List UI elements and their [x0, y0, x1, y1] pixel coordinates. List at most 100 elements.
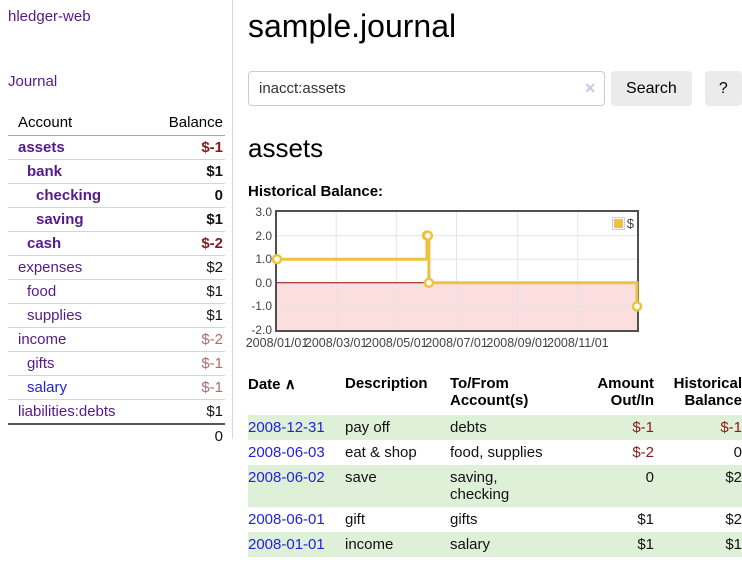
register-row: 2008-06-02 save saving, checking 0 $2 — [248, 465, 742, 507]
search-input-wrap: ✕ — [248, 71, 606, 106]
y-axis-tick-label: 1.0 — [255, 252, 272, 267]
transaction-date-link[interactable]: 2008-06-02 — [248, 469, 325, 486]
historical-balance-chart: 3.0 2.0 1.0 0.0 -1.0 -2.0 $ 2008/01/01 2008/03… — [246, 205, 742, 352]
app-title-link[interactable]: hledger-web — [8, 8, 91, 25]
chart-title: Historical Balance: — [248, 183, 384, 200]
sidebar-item-journal[interactable]: Journal — [8, 73, 58, 90]
x-axis-tick-label: 2008/11/01 — [546, 336, 609, 350]
account-link[interactable]: checking — [36, 187, 102, 204]
legend-swatch-box — [611, 217, 625, 230]
transaction-balance: $2 — [725, 469, 742, 486]
account-row: bank $1 — [8, 159, 225, 184]
account-link[interactable]: supplies — [27, 307, 83, 324]
y-axis-tick-label: 0.0 — [255, 275, 272, 290]
account-link[interactable]: food — [27, 283, 57, 300]
account-link[interactable]: saving — [36, 211, 84, 228]
transaction-balance: $-1 — [720, 419, 742, 436]
transaction-description: gift — [345, 511, 366, 528]
help-button[interactable]: ? — [704, 71, 742, 106]
account-balance: $2 — [143, 255, 225, 280]
data-point-marker — [271, 253, 283, 265]
account-link[interactable]: cash — [27, 235, 62, 252]
account-link[interactable]: bank — [27, 163, 63, 180]
account-row: expenses $2 — [8, 255, 225, 280]
account-row: checking 0 — [8, 183, 225, 208]
data-point-marker — [423, 277, 435, 289]
accounts-total: 0 — [143, 423, 225, 448]
search-form: ✕ Search ? — [248, 71, 742, 106]
x-axis-tick-label: 2008/09/01 — [486, 336, 549, 350]
register-row: 2008-01-01 income salary $1 $1 — [248, 532, 742, 557]
account-link[interactable]: expenses — [18, 259, 83, 276]
account-row: food $1 — [8, 279, 225, 304]
clear-search-icon[interactable]: ✕ — [584, 80, 597, 96]
register-table: Date ∧ Description To/From Account(s) Amoun… — [248, 373, 742, 557]
y-axis-tick-label: 3.0 — [255, 205, 272, 219]
register-column-header[interactable]: Description — [345, 375, 428, 392]
account-balance: $1 — [143, 279, 225, 304]
account-link[interactable]: salary — [27, 379, 68, 396]
transaction-accounts: debts — [450, 419, 487, 436]
chart-legend: $ — [611, 216, 634, 231]
account-row: gifts $-1 — [8, 351, 225, 376]
accounts-total-row: 0 — [8, 423, 225, 448]
account-row: saving $1 — [8, 207, 225, 232]
account-row: assets $-1 — [8, 136, 225, 160]
y-axis-tick-label: 2.0 — [255, 228, 272, 243]
account-row: liabilities:debts $1 — [8, 399, 225, 424]
account-balance: $-1 — [143, 375, 225, 400]
transaction-accounts: saving, checking — [450, 469, 510, 503]
transaction-accounts: gifts — [450, 511, 478, 528]
data-point-marker — [631, 301, 643, 312]
register-column-header[interactable]: Date ∧ — [248, 376, 296, 393]
account-link[interactable]: liabilities:debts — [18, 403, 116, 420]
register-rows: 2008-12-31 pay off debts $-1 $-1 2008-06-03 ea… — [248, 415, 742, 557]
x-axis-tick-label: 2008/07/01 — [425, 336, 488, 350]
account-link[interactable]: assets — [18, 139, 65, 156]
transaction-date-link[interactable]: 2008-12-31 — [248, 419, 325, 436]
account-balance: $-1 — [143, 351, 225, 376]
account-heading: assets — [248, 133, 324, 163]
account-balance: $1 — [143, 207, 225, 232]
search-button[interactable]: Search — [611, 71, 692, 106]
x-axis-tick-label: 2008/03/01 — [304, 336, 368, 350]
chart-series-svg — [271, 212, 643, 330]
transaction-description: save — [345, 469, 377, 486]
y-axis-tick-label: -1.0 — [251, 299, 272, 314]
sidebar: hledger-web Journal Account Balance asse… — [0, 0, 233, 448]
account-balance: $1 — [143, 399, 225, 424]
account-link[interactable]: income — [18, 331, 67, 348]
main-content: sample.journal ✕ Search ? assets Histori… — [246, 0, 742, 557]
transaction-amount: $1 — [637, 536, 654, 553]
accounts-table: Account Balance assets $-1 bank $1 checking 0… — [8, 111, 225, 448]
register-column-header[interactable]: Amount Out/In — [597, 375, 654, 409]
accounts-header-account: Account — [8, 111, 144, 136]
register-column-header[interactable]: To/From Account(s) — [450, 375, 529, 409]
account-balance: 0 — [143, 183, 225, 208]
transaction-accounts: salary — [450, 536, 491, 553]
transaction-date-link[interactable]: 2008-06-03 — [248, 444, 325, 461]
legend-swatch — [613, 219, 623, 228]
x-axis-tick-label: 2008/05/01 — [365, 336, 428, 350]
account-balance: $1 — [143, 159, 225, 184]
account-row: salary $-1 — [8, 375, 225, 400]
transaction-description: eat & shop — [345, 444, 417, 461]
account-balance: $1 — [143, 303, 225, 328]
transaction-description: income — [345, 536, 394, 553]
y-axis-tick-label: -2.0 — [251, 323, 272, 337]
transaction-balance: $1 — [725, 536, 742, 553]
transaction-date-link[interactable]: 2008-06-01 — [248, 511, 325, 528]
account-balance: $-2 — [143, 231, 225, 256]
transaction-accounts: food, supplies — [450, 444, 543, 461]
search-input[interactable] — [248, 71, 606, 106]
register-column-header[interactable]: Historical Balance — [673, 375, 742, 409]
transaction-description: pay off — [345, 419, 390, 436]
transaction-balance: $2 — [725, 511, 742, 528]
account-link[interactable]: gifts — [27, 355, 55, 372]
transaction-amount: $1 — [637, 511, 654, 528]
account-balance: $-1 — [201, 139, 223, 156]
transaction-date-link[interactable]: 2008-01-01 — [248, 536, 325, 553]
transaction-amount: 0 — [645, 469, 654, 486]
register-header-row: Date ∧ Description To/From Account(s) Amoun… — [248, 373, 742, 415]
